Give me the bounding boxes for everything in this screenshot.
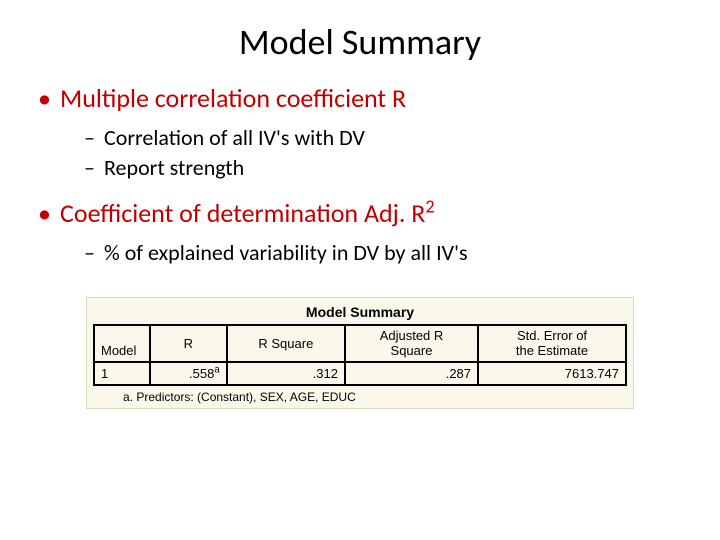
- col-model: Model: [94, 325, 150, 362]
- bullet-adj-r2-text: Coefficient of determination Adj. R: [60, 197, 425, 229]
- spacer: [10, 185, 710, 197]
- bullet-explained-var: % of explained variability in DV by all …: [84, 239, 710, 268]
- col-stderr-line1: Std. Error of: [517, 328, 587, 343]
- slide-container: Model Summary Multiple correlation coeff…: [0, 0, 720, 540]
- col-r: R: [150, 325, 227, 362]
- bullet-correlation-iv-dv: Correlation of all IV's with DV: [84, 124, 710, 153]
- slide-title: Model Summary: [10, 20, 710, 64]
- col-adjrsq-line2: Square: [391, 343, 433, 358]
- col-adjrsq: Adjusted R Square: [345, 325, 478, 362]
- table-footnote: a. Predictors: (Constant), SEX, AGE, EDU…: [123, 390, 627, 404]
- superscript-2: 2: [425, 195, 434, 217]
- table-caption: Model Summary: [93, 304, 627, 320]
- col-stderr: Std. Error of the Estimate: [478, 325, 626, 362]
- table-header-row: Model R R Square Adjusted R Square Std. …: [94, 325, 626, 362]
- cell-rsq: .312: [227, 362, 345, 385]
- cell-r: .558a: [150, 362, 227, 385]
- bullet-report-strength: Report strength: [84, 154, 710, 183]
- cell-adjrsq: .287: [345, 362, 478, 385]
- cell-stderr: 7613.747: [478, 362, 626, 385]
- col-rsq: R Square: [227, 325, 345, 362]
- model-summary-panel: Model Summary Model R R Square Adjusted …: [86, 297, 634, 409]
- bullet-multiple-r: Multiple correlation coefficient R: [38, 82, 710, 116]
- bullet-adj-r2: Coefficient of determination Adj. R2: [38, 197, 710, 231]
- model-summary-table: Model R R Square Adjusted R Square Std. …: [93, 324, 627, 386]
- r-superscript-a: a: [214, 365, 219, 376]
- table-row: 1 .558a .312 .287 7613.747: [94, 362, 626, 385]
- col-adjrsq-line1: Adjusted R: [380, 328, 444, 343]
- cell-model: 1: [94, 362, 150, 385]
- col-stderr-line2: the Estimate: [516, 343, 588, 358]
- r-value: .558: [189, 366, 214, 381]
